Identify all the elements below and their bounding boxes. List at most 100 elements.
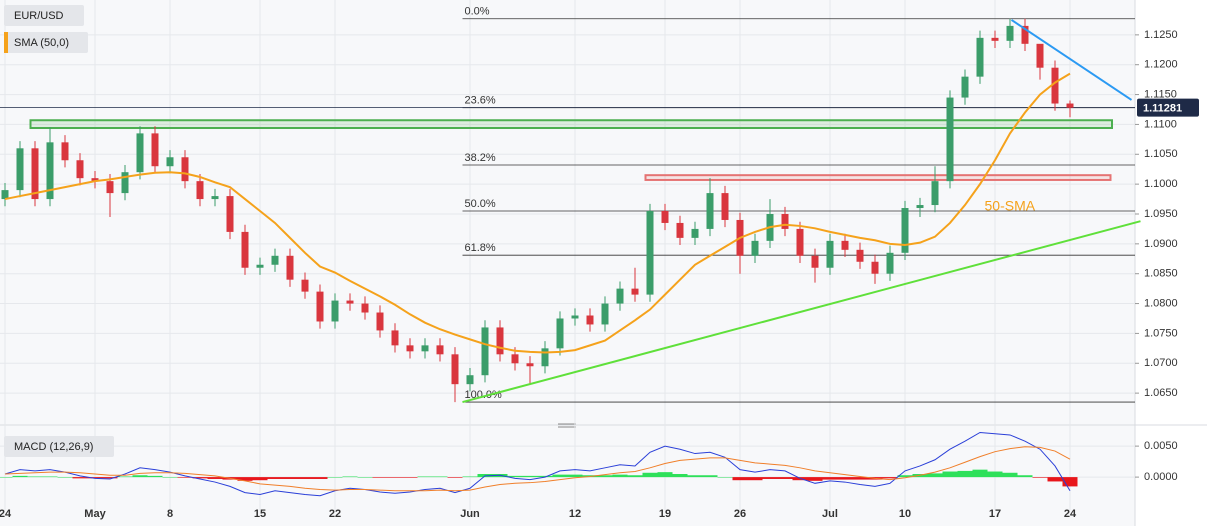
histogram-bar: [852, 477, 868, 480]
histogram-bar: [12, 475, 28, 478]
histogram-bar: [1032, 477, 1048, 478]
histogram-bar: [417, 476, 433, 478]
histogram-bar: [762, 477, 778, 479]
candle-body: [91, 178, 99, 182]
histogram-bar: [267, 477, 283, 479]
histogram-bar: [957, 470, 973, 478]
histogram-bar: [777, 477, 793, 479]
histogram-bar: [822, 477, 838, 480]
y-tick-label: 1.1250: [1144, 29, 1178, 41]
histogram-bar: [882, 477, 898, 479]
legend-box: [4, 5, 84, 26]
histogram-bar: [552, 474, 568, 478]
histogram-bar: [27, 476, 43, 478]
macd-title: MACD (12,26,9): [14, 441, 93, 453]
x-tick-label: 15: [254, 508, 266, 520]
candle-body: [76, 160, 84, 179]
signal-line: [4, 446, 1071, 492]
histogram-bar: [372, 477, 388, 478]
x-tick-label: May: [84, 508, 106, 520]
x-tick-label: Jun: [460, 508, 480, 520]
x-tick-label: Jul: [822, 508, 838, 520]
histogram-bar: [192, 477, 208, 479]
candle-body: [751, 240, 759, 256]
histogram-bar: [837, 477, 853, 480]
trend-line: [1010, 19, 1133, 101]
trend-line: [462, 220, 1141, 404]
candle-body: [436, 345, 444, 355]
candle-body: [256, 264, 264, 268]
histogram-bar: [567, 474, 583, 478]
candle-body: [466, 375, 474, 385]
candle-body: [601, 303, 609, 325]
candle-body: [541, 348, 549, 367]
last-price-label: 1.11281: [1143, 103, 1182, 115]
candle-body: [526, 363, 534, 367]
candle-body: [706, 193, 714, 229]
histogram-bar: [897, 475, 913, 478]
candle-body: [286, 255, 294, 280]
histogram-bar: [1017, 475, 1033, 478]
candle-body: [676, 222, 684, 238]
candle-body: [511, 354, 519, 364]
histogram-bar: [807, 477, 823, 481]
sma-line: [4, 72, 1071, 354]
candle-body: [316, 291, 324, 322]
candle-body: [421, 345, 429, 352]
plot-background: [0, 0, 1135, 526]
histogram-bar: [282, 477, 298, 479]
y-tick-label: 1.0700: [1144, 357, 1178, 369]
candle-body: [241, 231, 249, 268]
y-tick-label: 1.1000: [1144, 178, 1178, 190]
candle-body: [1036, 43, 1044, 68]
candle-body: [1, 190, 9, 200]
annotation: 50-SMA: [985, 198, 1036, 214]
candle-body: [46, 142, 54, 200]
histogram-bar: [387, 477, 403, 478]
histogram-bar: [657, 472, 673, 478]
y-tick-label: 1.0950: [1144, 208, 1178, 220]
histogram-bar: [432, 476, 448, 478]
y-tick-label: 1.0850: [1144, 268, 1178, 280]
histogram-bar: [132, 475, 148, 478]
candle-body: [886, 252, 894, 274]
candle-body: [961, 76, 969, 98]
histogram-bar: [327, 477, 343, 478]
candle-body: [391, 330, 399, 346]
histogram-bar: [117, 476, 133, 478]
candle-body: [181, 157, 189, 182]
histogram-bar: [927, 473, 943, 478]
candle-body: [406, 345, 414, 352]
x-tick-label: 24: [0, 508, 12, 520]
candle-body: [1051, 67, 1059, 104]
x-tick-label: 8: [167, 508, 173, 520]
legend-box: [4, 32, 88, 53]
histogram-bar: [642, 472, 658, 478]
histogram-bar: [687, 475, 703, 478]
histogram-bar: [672, 474, 688, 478]
candle-body: [226, 196, 234, 232]
histogram-bar: [942, 471, 958, 478]
candle-body: [301, 279, 309, 292]
histogram-bar: [72, 477, 88, 479]
x-tick-label: 26: [734, 508, 746, 520]
candle-body: [556, 318, 564, 349]
histogram-bar: [747, 477, 763, 481]
candle-body: [991, 37, 999, 41]
legend-entry: SMA (50,0): [14, 37, 69, 49]
legend-box: [4, 436, 114, 457]
histogram-bar: [162, 477, 178, 478]
histogram-bar: [987, 471, 1003, 478]
candle-body: [166, 157, 174, 167]
histogram-bar: [87, 477, 103, 479]
candle-body: [1066, 103, 1074, 108]
histogram-bar: [207, 477, 223, 479]
histogram-bar: [612, 474, 628, 478]
histogram-bar: [1002, 472, 1018, 478]
y-tick-label: 1.0750: [1144, 327, 1178, 339]
candle-body: [916, 205, 924, 209]
histogram-bar: [252, 477, 268, 481]
fib-label: 100.0%: [465, 389, 503, 401]
histogram-bar: [342, 476, 358, 478]
